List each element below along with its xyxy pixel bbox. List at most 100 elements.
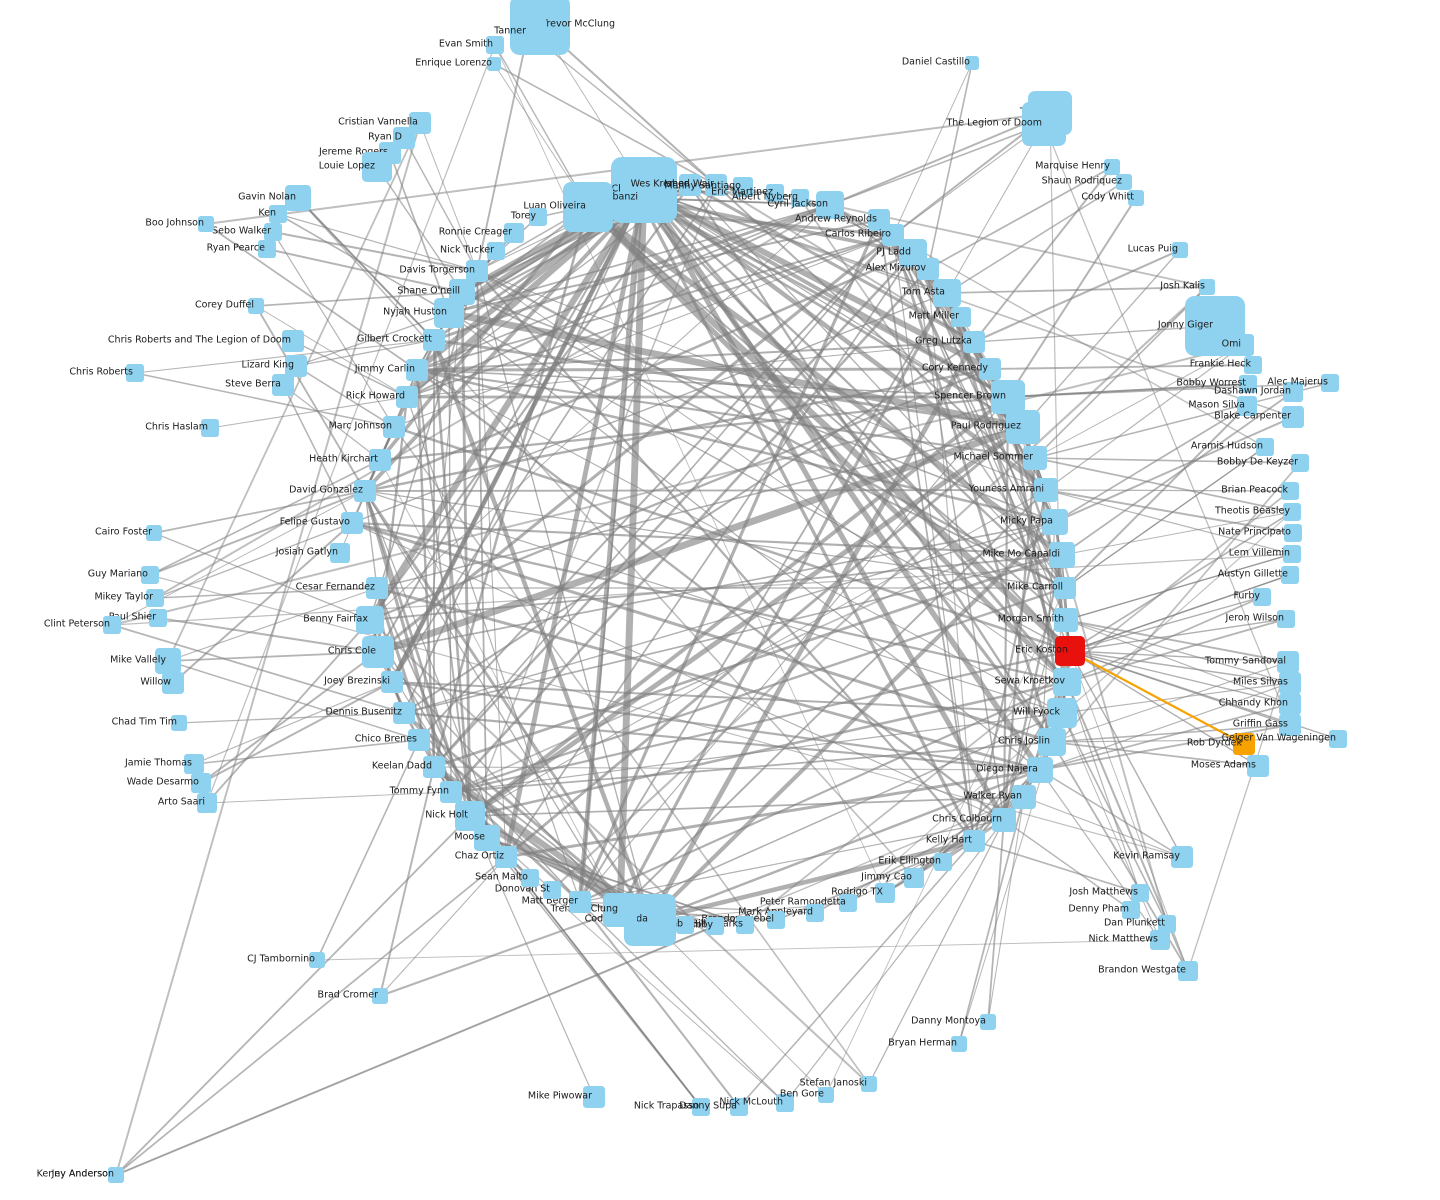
graph-node[interactable] <box>692 1098 710 1116</box>
graph-node[interactable] <box>1034 478 1058 502</box>
graph-node[interactable] <box>1284 524 1302 542</box>
graph-node[interactable] <box>980 1014 996 1030</box>
graph-node[interactable] <box>979 358 1001 380</box>
graph-node[interactable] <box>736 916 754 934</box>
graph-node[interactable] <box>466 260 488 282</box>
graph-node[interactable] <box>1023 446 1047 470</box>
graph-node[interactable] <box>991 380 1025 414</box>
graph-node[interactable] <box>149 609 167 627</box>
graph-node[interactable] <box>1329 730 1347 748</box>
graph-node[interactable] <box>620 178 660 218</box>
graph-node[interactable] <box>1128 190 1144 206</box>
graph-node[interactable] <box>201 419 219 437</box>
graph-node[interactable] <box>408 729 430 751</box>
graph-node[interactable] <box>730 1098 748 1116</box>
graph-node[interactable] <box>372 988 388 1004</box>
graph-node[interactable] <box>733 177 753 197</box>
graph-node[interactable] <box>1321 374 1339 392</box>
graph-node[interactable] <box>393 702 415 724</box>
graph-node[interactable] <box>264 223 282 241</box>
graph-node[interactable] <box>1277 651 1299 673</box>
graph-node[interactable] <box>155 648 181 674</box>
graph-node[interactable] <box>510 14 546 50</box>
graph-node[interactable] <box>197 793 217 813</box>
graph-node[interactable] <box>285 185 311 211</box>
graph-node[interactable] <box>1281 482 1299 500</box>
graph-node[interactable] <box>1282 406 1304 428</box>
graph-node[interactable] <box>487 242 505 260</box>
graph-node[interactable] <box>1291 454 1309 472</box>
graph-node[interactable] <box>1281 566 1299 584</box>
graph-node[interactable] <box>776 1094 794 1112</box>
graph-node[interactable] <box>272 374 294 396</box>
graph-node[interactable] <box>423 756 445 778</box>
graph-node[interactable] <box>406 359 428 381</box>
graph-node[interactable] <box>1055 636 1085 666</box>
graph-node[interactable] <box>258 240 276 258</box>
graph-node[interactable] <box>816 191 844 219</box>
graph-node[interactable] <box>951 307 971 327</box>
graph-node[interactable] <box>396 386 418 408</box>
graph-node[interactable] <box>162 672 184 694</box>
graph-node[interactable] <box>904 868 924 888</box>
graph-node[interactable] <box>1172 242 1188 258</box>
graph-node[interactable] <box>171 715 187 731</box>
graph-node[interactable] <box>1199 279 1215 295</box>
graph-node[interactable] <box>934 853 952 871</box>
graph-node[interactable] <box>1239 375 1257 393</box>
graph-node[interactable] <box>362 636 394 668</box>
graph-node[interactable] <box>1232 334 1254 356</box>
graph-node[interactable] <box>191 773 211 793</box>
graph-node[interactable] <box>543 881 561 899</box>
graph-node[interactable] <box>1283 503 1301 521</box>
graph-node[interactable] <box>1247 755 1269 777</box>
graph-node[interactable] <box>309 952 325 968</box>
graph-node[interactable] <box>198 216 214 232</box>
graph-node[interactable] <box>1047 698 1077 728</box>
graph-node[interactable] <box>184 754 204 774</box>
graph-node[interactable] <box>269 205 287 223</box>
graph-node[interactable] <box>1244 356 1262 374</box>
graph-node[interactable] <box>486 36 504 54</box>
graph-node[interactable] <box>569 891 591 913</box>
graph-node[interactable] <box>1171 846 1193 868</box>
graph-node[interactable] <box>917 258 939 280</box>
graph-node[interactable] <box>1122 901 1140 919</box>
graph-node[interactable] <box>282 330 304 352</box>
graph-node[interactable] <box>108 1167 124 1183</box>
graph-node[interactable] <box>1150 930 1170 950</box>
graph-node[interactable] <box>423 329 445 351</box>
graph-node[interactable] <box>1233 733 1255 755</box>
graph-node[interactable] <box>992 808 1016 832</box>
graph-node[interactable] <box>766 184 784 202</box>
graph-node[interactable] <box>126 364 144 382</box>
graph-node[interactable] <box>1054 608 1078 632</box>
graph-node[interactable] <box>1256 438 1274 456</box>
graph-node[interactable] <box>146 525 162 541</box>
graph-node[interactable] <box>1012 785 1036 809</box>
graph-node[interactable] <box>563 182 613 232</box>
graph-node[interactable] <box>1038 728 1066 756</box>
graph-node[interactable] <box>354 480 376 502</box>
graph-node[interactable] <box>1116 174 1132 190</box>
graph-node[interactable] <box>103 616 121 634</box>
graph-node[interactable] <box>366 577 388 599</box>
graph-node[interactable] <box>1053 668 1081 696</box>
graph-node[interactable] <box>706 917 724 935</box>
graph-node[interactable] <box>1253 588 1271 606</box>
graph-node[interactable] <box>383 416 405 438</box>
graph-node[interactable] <box>504 223 524 243</box>
graph-node[interactable] <box>1279 714 1301 736</box>
graph-node[interactable] <box>705 174 727 196</box>
graph-node[interactable] <box>1279 672 1301 694</box>
graph-node[interactable] <box>381 671 403 693</box>
graph-node[interactable] <box>767 911 785 929</box>
graph-node[interactable] <box>1027 757 1053 783</box>
graph-node[interactable] <box>487 57 501 71</box>
graph-node[interactable] <box>330 543 350 563</box>
graph-node[interactable] <box>529 208 547 226</box>
graph-node[interactable] <box>1283 545 1301 563</box>
graph-node[interactable] <box>1042 509 1068 535</box>
graph-node[interactable] <box>141 566 159 584</box>
